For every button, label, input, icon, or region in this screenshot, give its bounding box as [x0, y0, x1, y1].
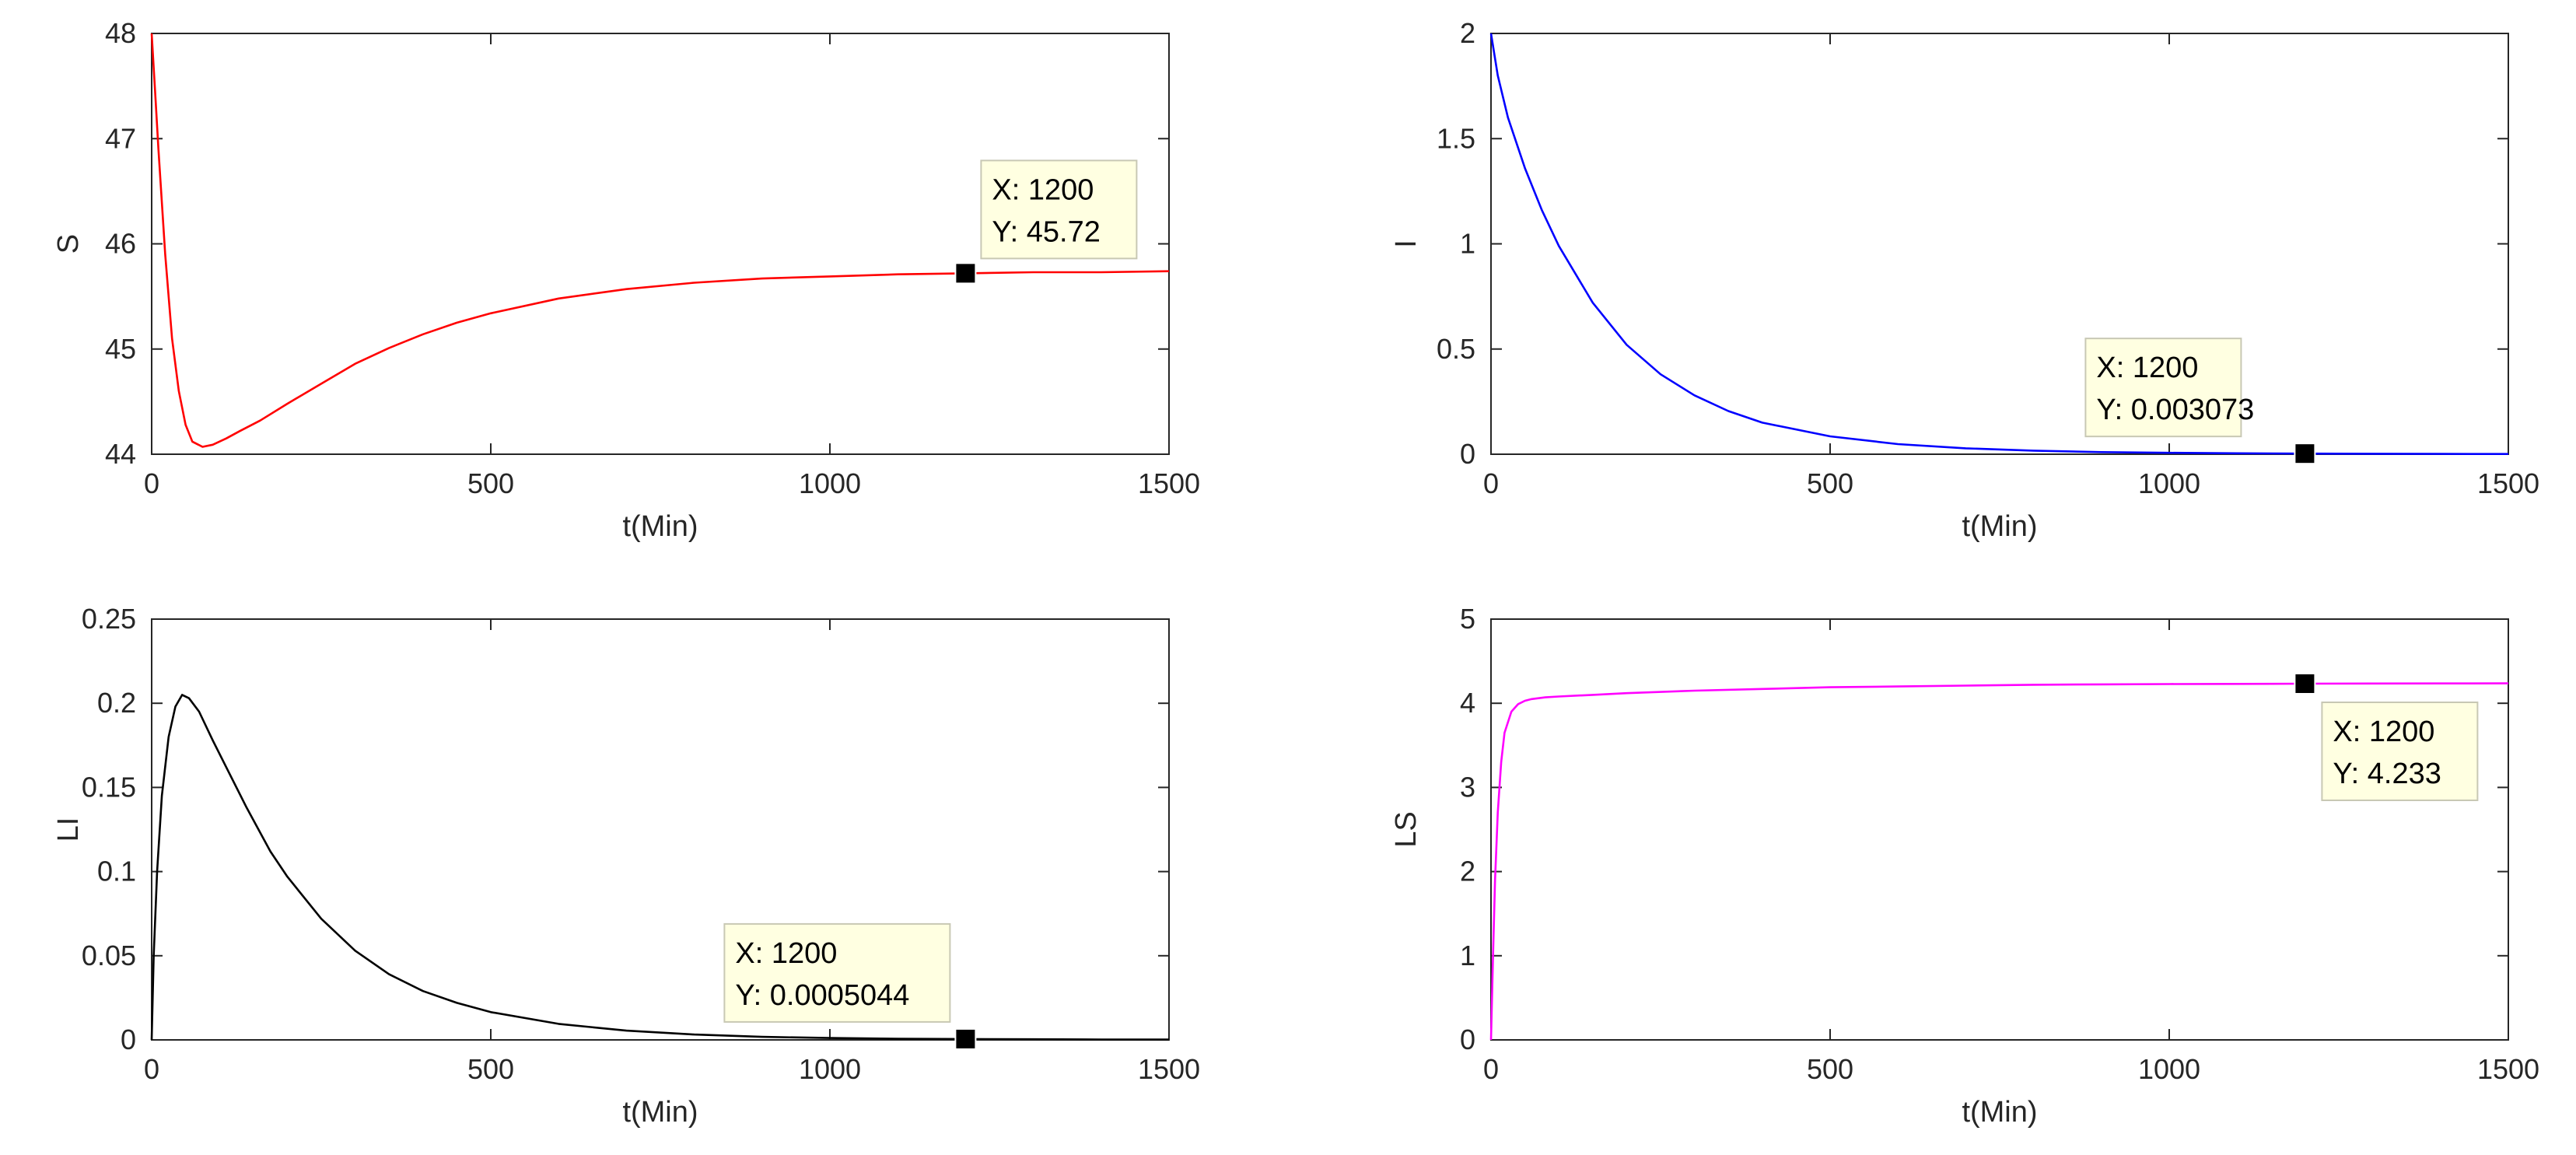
y-axis-label: I: [1390, 240, 1423, 248]
x-tick-label: 500: [467, 1053, 514, 1085]
x-tick-label: 500: [1807, 467, 1853, 499]
x-tick-label: 1500: [2477, 1053, 2539, 1085]
series-line-ls: [1489, 682, 2509, 1041]
y-tick-label: 2: [1460, 856, 1475, 887]
y-axis-label: LS: [1390, 811, 1423, 847]
y-tick-label: 0.5: [1437, 333, 1475, 365]
y-tick-label: 1.5: [1437, 122, 1475, 154]
datatip-x-text: X: 1200: [2096, 352, 2198, 384]
datatip-box[interactable]: [980, 159, 1138, 260]
y-tick-label: 0.15: [82, 771, 136, 803]
datatip-x-text: X: 1200: [2333, 716, 2434, 748]
datatip-x-text: X: 1200: [735, 937, 837, 970]
y-axis-label: LI: [52, 817, 85, 842]
x-tick-label: 500: [1807, 1053, 1853, 1085]
x-tick-label: 1500: [1138, 1053, 1200, 1085]
y-tick-label: 3: [1460, 771, 1475, 803]
x-tick-label: 500: [467, 467, 514, 499]
x-tick-label: 0: [144, 467, 159, 499]
y-tick-label: 0: [1460, 438, 1475, 470]
axes-ls: 0 500 1000 1500 0 1 2 3 4 5 t(Min) LS X: 1200 Y: 4.23…: [1390, 603, 2539, 1129]
x-axis-label: t(Min): [622, 510, 698, 543]
datatip-marker[interactable]: [2294, 443, 2316, 465]
x-axis-label: t(Min): [622, 1096, 698, 1129]
y-tick-label: 0: [1460, 1024, 1475, 1055]
y-tick-label: 46: [105, 228, 136, 260]
y-tick-label: 47: [105, 122, 136, 154]
y-tick-label: 0: [121, 1024, 136, 1055]
y-tick-label: 1: [1460, 228, 1475, 260]
x-tick-label: 1500: [2477, 467, 2539, 499]
datatip-marker[interactable]: [954, 262, 977, 285]
y-tick-label: 2: [1460, 17, 1475, 49]
datatip-y-text: Y: 0.0005044: [735, 979, 909, 1012]
series-line-li: [150, 694, 1170, 1041]
y-tick-label: 0.1: [97, 856, 136, 887]
y-tick-label: 44: [105, 438, 136, 470]
x-axis-label: t(Min): [1962, 510, 2037, 543]
y-tick-label: 0.2: [97, 687, 136, 719]
datatip-box[interactable]: [723, 922, 951, 1023]
x-tick-label: 1000: [2138, 1053, 2200, 1085]
x-tick-label: 0: [1483, 467, 1499, 499]
x-tick-label: 1000: [799, 1053, 861, 1085]
series-line-i: [1489, 33, 2509, 455]
x-tick-label: 0: [144, 1053, 159, 1085]
datatip-x-text: X: 1200: [992, 173, 1094, 206]
y-tick-label: 0.05: [82, 940, 136, 971]
datatip-box[interactable]: [2084, 338, 2242, 438]
y-tick-label: 4: [1460, 687, 1475, 719]
plot-area: [151, 618, 1170, 1041]
plot-area: [1490, 33, 2509, 455]
datatip-marker[interactable]: [954, 1027, 977, 1050]
axes-i: 0 500 1000 1500 0 0.5 1 1.5 2 t(Min) I X: 1200 Y: 0.…: [1390, 17, 2539, 543]
y-tick-label: 5: [1460, 603, 1475, 635]
axes-li: 0 500 1000 1500 0 0.05 0.1 0.15 0.2 0.25 t(Min) LI X…: [52, 603, 1200, 1129]
datatip-y-text: Y: 0.003073: [2096, 394, 2254, 426]
datatip-marker[interactable]: [2294, 672, 2316, 695]
y-tick-label: 45: [105, 333, 136, 365]
y-tick-label: 0.25: [82, 603, 136, 635]
x-tick-label: 1500: [1138, 467, 1200, 499]
datatip-box[interactable]: [2321, 701, 2479, 801]
y-tick-label: 1: [1460, 940, 1475, 971]
plot-area: [1490, 618, 2509, 1041]
axes-s: 0 500 1000 1500 44 45 46 47 48 t(Min) S X: 1200 Y: 4…: [52, 17, 1200, 543]
x-tick-label: 1000: [2138, 467, 2200, 499]
x-axis-label: t(Min): [1962, 1096, 2037, 1129]
y-tick-label: 48: [105, 17, 136, 49]
x-tick-label: 0: [1483, 1053, 1499, 1085]
series-line-s: [150, 33, 1170, 448]
datatip-y-text: Y: 4.233: [2333, 758, 2441, 790]
y-axis-label: S: [52, 234, 85, 254]
x-tick-label: 1000: [799, 467, 861, 499]
datatip-y-text: Y: 45.72: [992, 215, 1100, 248]
